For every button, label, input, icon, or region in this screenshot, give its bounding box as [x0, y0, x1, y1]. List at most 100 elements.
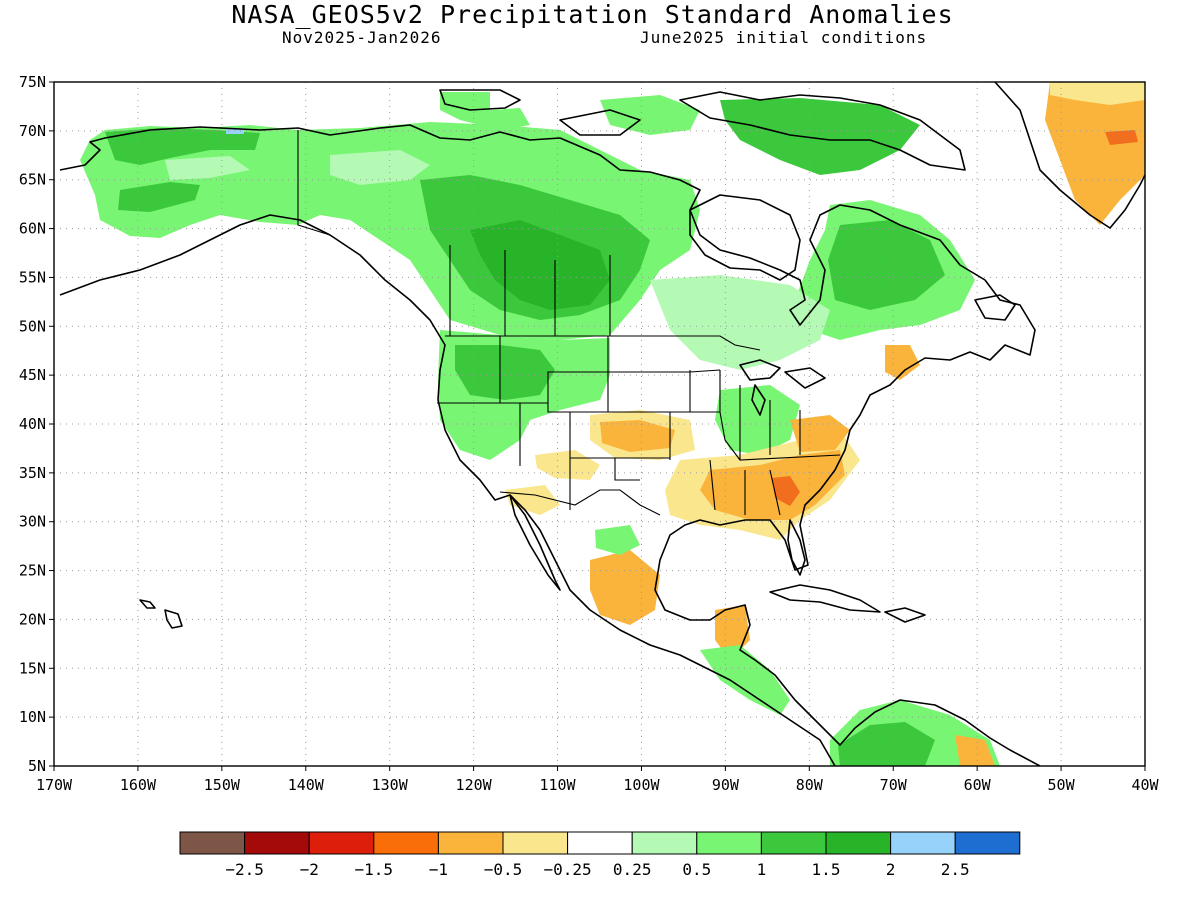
hawaii-coastline	[139, 599, 183, 629]
political-boundaries	[297, 130, 841, 516]
colorbar-swatch	[696, 831, 762, 855]
canada-light-wet-band	[330, 150, 430, 185]
lat-tick-label: 55N	[19, 268, 46, 286]
new-england-dry	[885, 345, 920, 380]
colorbar-swatch	[631, 831, 698, 855]
map-layers	[54, 82, 1145, 766]
arctic-islands-1	[439, 89, 521, 111]
colorbar-swatch	[244, 831, 310, 855]
lon-tick-label: 40W	[1131, 776, 1159, 794]
central-america-wet	[700, 645, 790, 715]
us-mexico-border	[499, 489, 661, 516]
gridlines	[54, 82, 1145, 766]
colorbar: −2.5 −2 −1.5 −1 −0.5 −0.25 0.25 0.5 1 1.5 2 2.5	[179, 831, 1021, 879]
lat-tick-label: 75N	[19, 73, 46, 91]
colorbar-label: 1.5	[812, 860, 841, 879]
lon-tick-label: 60W	[964, 776, 992, 794]
arctic-islands-3	[679, 91, 966, 171]
ohio-valley-wet	[715, 385, 800, 455]
lat-tick-label: 65N	[19, 171, 46, 189]
lat-tick-label: 45N	[19, 366, 46, 384]
forecast-period: Nov2025-Jan2026	[282, 28, 442, 47]
colorbar-label: −0.25	[544, 860, 592, 879]
greenland-core-dry	[1105, 130, 1138, 145]
colorbar-swatch	[567, 831, 633, 855]
initial-conditions: June2025 initial conditions	[640, 28, 928, 47]
lat-tick-label: 40N	[19, 415, 46, 433]
colorbar-swatch	[954, 831, 1021, 855]
lat-tick-label: 25N	[19, 562, 46, 580]
pacific-northwest-strong	[455, 345, 555, 400]
coastlines	[59, 82, 1145, 766]
greenland-dry-region	[1045, 82, 1145, 225]
lat-tick-label: 5N	[28, 757, 46, 775]
alaska-south-wet	[118, 182, 200, 212]
colorbar-label: −1.5	[355, 860, 394, 879]
colorbar-swatch	[825, 831, 892, 855]
colorbar-label: 0.5	[682, 860, 711, 879]
colorbar-swatch	[890, 831, 956, 855]
colombia-strong-wet	[838, 722, 935, 766]
lat-tick-label: 35N	[19, 464, 46, 482]
great-lakes-light-wet	[650, 275, 830, 370]
mexico-dry-region	[590, 550, 660, 625]
lon-tick-label: 70W	[880, 776, 908, 794]
lon-tick-label: 170W	[36, 776, 73, 794]
lon-tick-label: 90W	[712, 776, 740, 794]
arctic-wet-patch-2	[600, 95, 700, 135]
newfoundland-coastline	[974, 294, 1016, 321]
longitude-axis: 170W 160W 150W 140W 130W 120W 110W 100W 90W 80W 70…	[36, 766, 1160, 794]
lon-tick-label: 100W	[623, 776, 660, 794]
colorbar-swatch	[373, 831, 439, 855]
lat-tick-label: 60N	[19, 220, 46, 238]
alaska-strong-wet	[105, 128, 260, 165]
colorbar-swatch	[308, 831, 375, 855]
colorbar-label: −2	[300, 860, 319, 879]
colorbar-label: 1	[757, 860, 767, 879]
north-america-coastline	[59, 124, 1041, 766]
lon-tick-label: 120W	[456, 776, 493, 794]
lon-tick-label: 50W	[1048, 776, 1076, 794]
arctic-wet-patch-1	[440, 92, 530, 130]
georgia-core-dry-region	[772, 476, 800, 506]
pacific-coastline	[59, 214, 836, 766]
colorbar-label: −1	[429, 860, 448, 879]
mexico-wet-patch	[595, 525, 640, 555]
lat-tick-label: 20N	[19, 610, 46, 628]
southwest-dry	[535, 450, 600, 480]
latitude-axis: 75N 70N 65N 60N 55N 50N 45N 40N 35N 30N 25N 20N 15N 1…	[19, 73, 54, 775]
florida-coastline	[787, 519, 806, 576]
hispaniola-coastline	[884, 607, 926, 623]
greenland-light-dry	[1050, 82, 1145, 105]
alaska-canada-border	[297, 130, 331, 236]
lat-tick-label: 30N	[19, 513, 46, 531]
lon-tick-label: 150W	[204, 776, 241, 794]
colorbar-label: 2.5	[941, 860, 970, 879]
quebec-strong-wet	[828, 220, 945, 310]
colorbar-swatch	[179, 831, 246, 855]
us-state-lines-east	[608, 369, 841, 516]
great-lakes	[739, 359, 826, 416]
hudson-bay-coastline	[689, 194, 801, 281]
lat-tick-label: 10N	[19, 708, 46, 726]
alaska-light-wet	[165, 156, 250, 180]
colorbar-swatch	[502, 831, 569, 855]
colorbar-swatch	[760, 831, 827, 855]
baja-coastline	[509, 494, 561, 591]
colorbar-label: −2.5	[225, 860, 264, 879]
lon-tick-label: 80W	[796, 776, 824, 794]
lat-tick-label: 70N	[19, 122, 46, 140]
southeast-us-moderate-dry	[700, 450, 845, 520]
central-plains-core-dry	[600, 420, 675, 452]
colorbar-label: 0.25	[613, 860, 652, 879]
us-canada-border	[445, 335, 761, 351]
colorbar-swatch	[437, 831, 504, 855]
colorbar-label: −0.5	[484, 860, 523, 879]
lon-tick-label: 130W	[372, 776, 409, 794]
colorbar-label: 2	[886, 860, 896, 879]
lat-tick-label: 50N	[19, 317, 46, 335]
arctic-wet-patch-3	[720, 98, 920, 175]
cuba-coastline	[769, 584, 881, 613]
canada-province-lines	[449, 245, 611, 336]
